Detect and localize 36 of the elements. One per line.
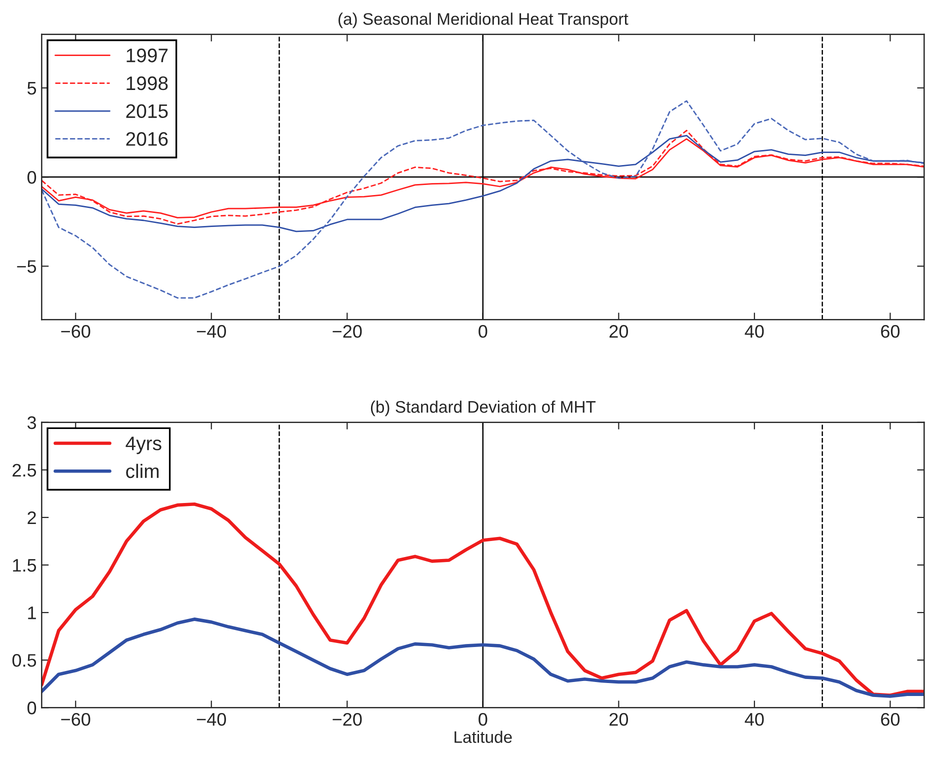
y-tick-label: −5	[17, 260, 36, 273]
x-tick-label: 20	[610, 325, 628, 338]
x-tick-label: −20	[332, 325, 362, 338]
y-tick-label: 1	[28, 606, 36, 620]
x-tick-label: 0	[478, 712, 488, 726]
legend-label: 2016	[126, 132, 168, 146]
chart-title: (a) Seasonal Meridional Heat Transport	[338, 12, 628, 28]
x-tick-label: 40	[744, 712, 764, 726]
y-tick-label: 2.5	[12, 464, 36, 477]
x-tick-label: 60	[881, 325, 900, 338]
y-tick-label: 1.5	[13, 559, 36, 572]
legend-label: clim	[126, 464, 159, 478]
x-tick-label: 40	[744, 325, 764, 338]
y-tick-label: 0.5	[12, 654, 36, 667]
legend-label: 1998	[126, 76, 168, 90]
x-tick-label: 20	[610, 712, 628, 726]
y-tick-label: 0	[27, 702, 36, 714]
x-tick-label: −20	[332, 712, 362, 726]
x-tick-label: 0	[478, 325, 488, 338]
y-tick-label: 5	[27, 82, 36, 95]
line-series	[42, 100, 924, 299]
chart-title: (b) Standard Deviation of MHT	[370, 400, 596, 416]
y-tick-label: 2	[28, 511, 36, 524]
x-axis-title: Latitude	[454, 730, 512, 743]
legend-label: 2015	[126, 104, 168, 118]
x-tick-label: 60	[881, 712, 900, 726]
y-tick-label: 0	[27, 170, 36, 184]
line-series	[42, 618, 924, 698]
x-tick-label: −40	[196, 325, 226, 338]
line-series	[42, 502, 924, 697]
x-tick-label: −60	[61, 712, 90, 726]
y-tick-label: 3	[27, 416, 36, 430]
x-tick-label: −60	[61, 325, 90, 338]
x-tick-label: −40	[196, 712, 226, 726]
legend-label: 1997	[126, 48, 168, 62]
legend-label: 4yrs	[126, 436, 162, 454]
